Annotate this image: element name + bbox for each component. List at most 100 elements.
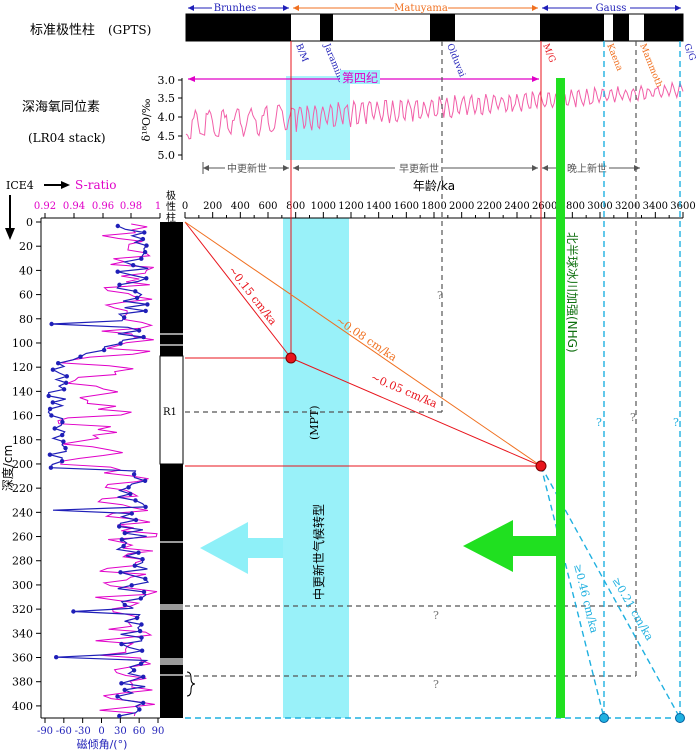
orange-rate-line [184, 221, 542, 467]
inclination-point [119, 537, 125, 542]
inclination-point [60, 432, 65, 438]
inclination-point [54, 655, 59, 660]
inclination-point [136, 550, 141, 555]
s-ratio-tick-098: 0.98 [120, 201, 142, 212]
inclination-point [47, 452, 53, 457]
inclination-point [63, 380, 69, 385]
inclination-point [122, 530, 128, 536]
inclination-point [60, 419, 65, 425]
inclination-curve [47, 225, 150, 717]
mpt-band-top [286, 76, 350, 160]
inclination-point [144, 243, 149, 248]
inclination-point [133, 517, 139, 523]
d18o-tick-50: 5.0 [158, 149, 176, 162]
gpts-label: 标准极性柱 [30, 23, 95, 38]
age-tick-label: 1600 [394, 201, 419, 212]
age-tick-label: 2200 [477, 201, 502, 212]
boundary-bm: B/M [293, 42, 309, 63]
age-tick-label: 2400 [504, 201, 529, 212]
question-5: ? [596, 416, 602, 429]
inclination-point [119, 641, 124, 647]
inclination-point [119, 681, 124, 686]
mpt-band [283, 218, 349, 718]
incl-ticks: -90 -60 -30 0 30 60 90 [37, 718, 164, 737]
d18o-tick-45: 4.5 [158, 130, 176, 143]
age-tick-label: 2600 [532, 201, 557, 212]
inclination-point [144, 276, 149, 281]
inclination-point [122, 602, 128, 608]
polarity-col-label-2: 性 [166, 200, 176, 213]
inclination-point [131, 668, 137, 673]
nhg-big-arrow [463, 520, 556, 572]
depth-tick-label: 220 [12, 482, 33, 495]
incl-tick-label: 90 [152, 726, 165, 737]
age-tick-label: 3600 [670, 201, 695, 212]
inclination-point [139, 622, 144, 627]
inclination-point [115, 694, 120, 699]
depth-tick-label: 260 [12, 531, 33, 544]
chron-gauss: Gauss [596, 3, 627, 14]
gg-extrapolated-point [675, 713, 685, 723]
inclination-point [129, 511, 134, 516]
polarity-column [159, 222, 184, 718]
epoch-late-pliocene: 晚上新世 [567, 162, 607, 175]
age-tick-label: 1200 [338, 201, 363, 212]
kaena-extrapolated-point [599, 713, 609, 723]
question-3: ? [433, 678, 439, 691]
depth-tick-label: 360 [12, 652, 33, 665]
inclination-point [59, 459, 65, 464]
quaternary-arrow-head-r [532, 76, 539, 82]
inclination-point [115, 269, 120, 274]
depth-tick-label: 180 [12, 434, 33, 447]
age-ticks: 0 200 400 600 800 1000 1200 1400 1600 1800 2000 220… [182, 201, 696, 218]
rate-005: ~0.05 cm/ka [369, 371, 440, 411]
inclination-point [137, 628, 143, 634]
inclination-point [142, 230, 147, 235]
inclination-point [142, 249, 148, 255]
bm-tie-point [285, 352, 297, 364]
polarity-reversed-r1 [159, 355, 184, 465]
inclination-point [139, 648, 145, 653]
depth-tick-label: 100 [12, 337, 33, 350]
boundary-gg: G/G [681, 42, 697, 62]
rate-046: ≥0.46 cm/ka [571, 563, 601, 635]
age-tick-label: 3200 [615, 201, 640, 212]
polarity-col-label-1: 极 [166, 189, 176, 202]
inclination-points [46, 223, 150, 719]
depth-tick-label: 140 [12, 385, 33, 398]
inclination-point [134, 295, 140, 301]
age-tick-label: 1800 [421, 201, 446, 212]
nhg-bar [556, 78, 565, 718]
age-tick-label: 0 [182, 201, 188, 212]
depth-ticks: 0 20 40 60 80 100 120 140 160 180 200 220 240 260 280 3… [12, 216, 41, 713]
age-tick-label: 3400 [643, 201, 668, 212]
r1-label: R1 [163, 407, 177, 418]
depth-tick-label: 200 [12, 458, 33, 471]
age-tick-label: 2800 [560, 201, 585, 212]
gpts-normal-gauss-2 [613, 14, 629, 41]
age-tick-label: 2000 [449, 201, 474, 212]
inclination-point [71, 609, 76, 614]
inclination-point [117, 713, 122, 719]
depth-tick-label: 380 [12, 676, 33, 689]
inclination-point [117, 282, 122, 287]
isotope-abbr: (LR04 stack) [28, 131, 106, 145]
inclination-point [131, 263, 136, 268]
rate-015: ~0.15 cm/ka [226, 264, 280, 328]
depth-tick-label: 400 [12, 700, 33, 713]
quaternary-arrow-head-l [188, 76, 195, 82]
inclination-point [49, 321, 54, 327]
ice4-label: ICE4 [6, 179, 34, 192]
gpts-bar [185, 13, 684, 42]
inclination-point [141, 334, 146, 340]
red-guides [184, 41, 542, 467]
incl-tick-label: 30 [114, 726, 127, 737]
inclination-point [131, 472, 137, 477]
inclination-point [138, 661, 144, 666]
inclination-point [139, 256, 144, 261]
inclination-point [141, 589, 147, 595]
incl-tick-label: -60 [56, 726, 72, 737]
inclination-point [139, 635, 144, 640]
chron-matuyama: Matuyama [394, 3, 448, 14]
mpt-cn-label: 中更新世气候转型 [311, 504, 326, 600]
